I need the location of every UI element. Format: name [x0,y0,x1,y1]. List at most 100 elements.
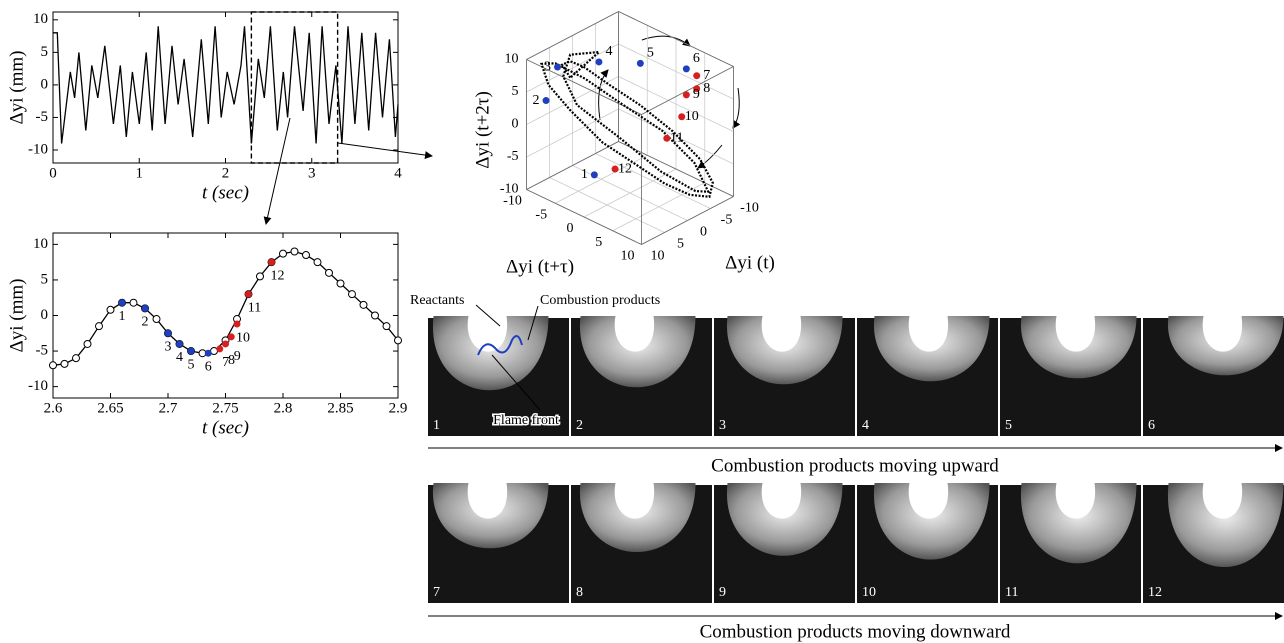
annotation: Combustion products [540,293,660,308]
key-point [245,290,252,298]
key-point [176,340,183,348]
product-pocket [908,316,949,352]
data-point [49,361,57,370]
highlight-window [250,11,339,164]
zoom-arrow [337,142,433,160]
x-axis-label: Δyi (t) [725,252,775,273]
key-point-label: 7 [703,68,710,83]
x-tick-label: 2.65 [97,400,123,416]
box-edge [618,11,734,67]
key-point [595,58,603,66]
caption: Combustion products moving downward [700,621,1011,642]
direction-arrow [697,144,723,169]
x-tick-label: 2.85 [327,400,353,416]
z-tick-label: 5 [512,84,519,99]
key-point [204,349,212,357]
flame-frame: 9 [714,483,855,603]
product-pocket [908,483,949,519]
caption: Combustion products moving upward [711,455,999,476]
flame-frame: 12 [1143,483,1284,603]
product-pocket [1055,483,1096,519]
grid-line [526,108,619,158]
key-point [164,329,172,337]
key-point-label: 8 [228,353,235,368]
flame-frame: 7 [428,483,569,603]
key-point-label: 5 [188,357,195,372]
y-tick-label: -5 [36,109,49,125]
x-axis-label: t (sec) [202,417,249,438]
flame-body [432,316,549,391]
flame-frame: 11 [1000,483,1141,603]
y-tick-label: 5 [41,271,49,287]
flame-frame: 10 [857,483,998,603]
key-point [611,165,619,173]
y-tick-label: 0 [41,307,49,323]
data-point [348,290,356,299]
y-tick-label: 10 [621,249,635,264]
data-point [359,300,368,309]
key-point-label: 9 [234,349,241,364]
x-tick-label: 10 [651,249,665,264]
box-edge [526,141,619,190]
x-tick-label: 4 [394,165,402,181]
x-tick-label: -10 [740,201,759,216]
leader [491,354,541,411]
flame-frame: 1 [428,316,569,436]
grid-line [526,43,619,93]
x-tick-label: 2.6 [44,400,63,416]
product-pocket [761,316,802,352]
frame-number: 6 [1148,418,1155,433]
flame-frame: 3 [714,316,855,436]
key-point-label: 6 [205,359,212,374]
data-point [325,268,333,277]
z-tick-label: 0 [512,117,519,132]
y-tick-label: 0 [567,221,574,236]
y-axis-label: Δyi (mm) [6,279,27,353]
key-point-label: 11 [670,131,683,146]
key-point [636,59,644,67]
data-point [279,249,287,258]
y-tick-label: -5 [36,342,49,358]
data-point [83,339,92,348]
x-tick-label: 2.75 [212,400,238,416]
box-edge [641,66,734,115]
flame-front-outline [477,335,523,356]
key-point [554,63,562,71]
y-tick-label: 10 [33,236,48,252]
data-line [52,250,399,366]
key-point-label: 10 [236,330,250,345]
x-tick-label: 2.8 [274,400,293,416]
grid-line [555,154,648,204]
x-tick-label: 0 [700,225,707,240]
flame-body [726,483,843,556]
frame-number: 10 [862,585,876,600]
key-point [663,134,671,142]
y-axis-label: Δyi (mm) [6,51,27,125]
frame-number: 2 [576,418,583,433]
flame-body [579,316,696,388]
key-point [268,258,275,266]
data-point [371,311,379,320]
y-tick-label: 10 [33,11,48,27]
direction-arrow [641,35,691,47]
key-point [233,320,241,328]
box-edge [526,59,642,115]
key-point-label: 11 [248,300,261,315]
x-tick-label: 2.9 [389,400,408,416]
flame-body [873,483,990,560]
direction-arrow [732,87,741,129]
z-tick-label: -5 [507,149,519,164]
x-tick-label: 1 [136,165,144,181]
key-point [227,333,235,341]
z-tick-label: -10 [500,182,519,197]
key-point-label: 3 [165,339,172,354]
key-point [682,91,690,99]
product-pocket [761,483,802,519]
data-line [53,26,399,144]
data-point [394,336,402,345]
key-point [118,299,126,307]
annotation: Reactants [410,293,464,308]
product-pocket [467,483,508,519]
x-tick-label: 2.7 [159,400,178,416]
